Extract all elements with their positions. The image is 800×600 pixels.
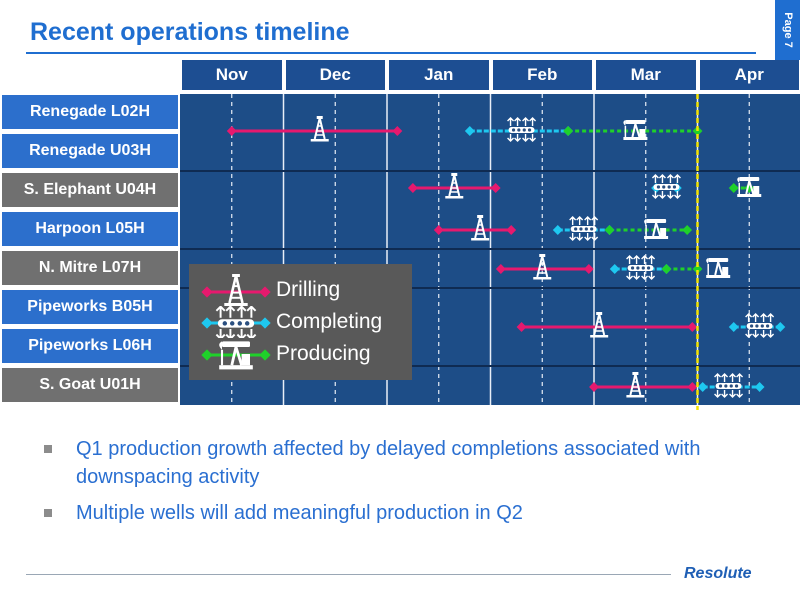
activity-completing	[728, 313, 786, 338]
activity-endpoint	[687, 322, 698, 332]
activity-drilling	[226, 115, 403, 143]
activity-endpoint	[516, 322, 527, 332]
frac-spread-icon	[506, 117, 537, 142]
bullet-marker	[44, 445, 52, 453]
well-label: Renegade L02H	[2, 95, 178, 129]
legend-label-drilling: Drilling	[276, 278, 341, 301]
legend-label-completing: Completing	[276, 310, 383, 333]
activity-endpoint	[604, 225, 615, 235]
well-label: Renegade U03H	[2, 134, 178, 168]
well-label: S. Elephant U04H	[2, 173, 178, 207]
month-dec: Dec	[285, 60, 385, 90]
frac-spread-icon	[744, 313, 775, 338]
frac-spread-icon	[625, 255, 656, 280]
well-label: N. Mitre L07H	[2, 251, 178, 285]
legend-item-drilling: Drilling	[189, 274, 412, 306]
activity-endpoint	[687, 382, 698, 392]
activity-bars	[226, 115, 786, 399]
drilling-rig-icon	[309, 115, 330, 143]
activity-endpoint	[433, 225, 444, 235]
company-logo: Resolute	[684, 565, 752, 582]
activity-endpoint	[661, 264, 672, 274]
activity-drilling	[495, 253, 594, 281]
activity-endpoint	[506, 225, 517, 235]
legend-item-completing: Completing	[189, 306, 412, 338]
drilling-rig-icon	[444, 172, 465, 200]
producing-icon	[201, 339, 271, 370]
activity-endpoint	[226, 126, 237, 136]
drilling-icon	[201, 274, 271, 306]
activity-completing	[464, 117, 574, 142]
activity-drilling	[589, 371, 698, 399]
activity-producing	[604, 218, 693, 240]
bullet-item: Q1 production growth affected by delayed…	[42, 435, 742, 491]
activity-endpoint	[589, 382, 599, 392]
drilling-rig-icon	[625, 371, 646, 399]
legend-label-producing: Producing	[276, 342, 371, 365]
legend: Drilling Completing Producing	[189, 264, 412, 380]
frac-spread-icon	[651, 174, 682, 199]
title-underline	[26, 52, 756, 54]
activity-drilling	[433, 214, 517, 242]
activity-endpoint	[728, 322, 739, 332]
activity-completing	[651, 174, 682, 199]
bullet-text: Q1 production growth affected by delayed…	[76, 438, 701, 488]
month-feb: Feb	[492, 60, 592, 90]
drilling-rig-icon	[470, 214, 491, 242]
activity-endpoint	[552, 225, 563, 235]
activity-endpoint	[583, 264, 594, 274]
bullet-text: Multiple wells will add meaningful produ…	[76, 502, 523, 524]
well-label: Harpoon L05H	[2, 212, 178, 246]
activity-endpoint	[775, 322, 786, 332]
month-apr: Apr	[699, 60, 799, 90]
legend-item-producing: Producing	[189, 338, 412, 370]
bullet-item: Multiple wells will add meaningful produ…	[42, 499, 742, 527]
activity-drilling	[407, 172, 501, 200]
activity-producing	[563, 119, 703, 141]
activity-endpoint	[692, 264, 703, 274]
well-label: Pipeworks B05H	[2, 290, 178, 324]
month-jan: Jan	[389, 60, 489, 90]
activity-endpoint	[392, 126, 403, 136]
activity-endpoint	[464, 126, 475, 136]
pumpjack-icon	[705, 257, 732, 279]
footer-divider	[26, 574, 671, 575]
well-label: S. Goat U01H	[2, 368, 178, 402]
activity-endpoint	[407, 183, 418, 193]
drilling-rig-icon	[589, 311, 610, 339]
activity-endpoint	[682, 225, 693, 235]
activity-producing	[728, 176, 763, 198]
activity-endpoint	[728, 183, 739, 193]
activity-endpoint	[490, 183, 501, 193]
month-nov: Nov	[182, 60, 282, 90]
completing-icon	[201, 306, 271, 338]
well-label: Pipeworks L06H	[2, 329, 178, 363]
activity-endpoint	[754, 382, 765, 392]
month-mar: Mar	[596, 60, 696, 90]
slide-title: Recent operations timeline	[30, 18, 350, 46]
activity-completing	[697, 373, 765, 398]
activity-endpoint	[495, 264, 506, 274]
frac-spread-icon	[713, 373, 744, 398]
activity-drilling	[516, 311, 698, 339]
bullet-list: Q1 production growth affected by delayed…	[42, 435, 742, 535]
activity-endpoint	[563, 126, 574, 136]
drilling-rig-icon	[532, 253, 553, 281]
activity-producing	[661, 257, 732, 279]
activity-endpoint	[697, 382, 708, 392]
activity-completing	[552, 216, 615, 241]
bullet-marker	[44, 509, 52, 517]
page-number-tab: Page 7	[775, 0, 800, 60]
activity-endpoint	[609, 264, 620, 274]
activity-completing	[609, 255, 672, 280]
